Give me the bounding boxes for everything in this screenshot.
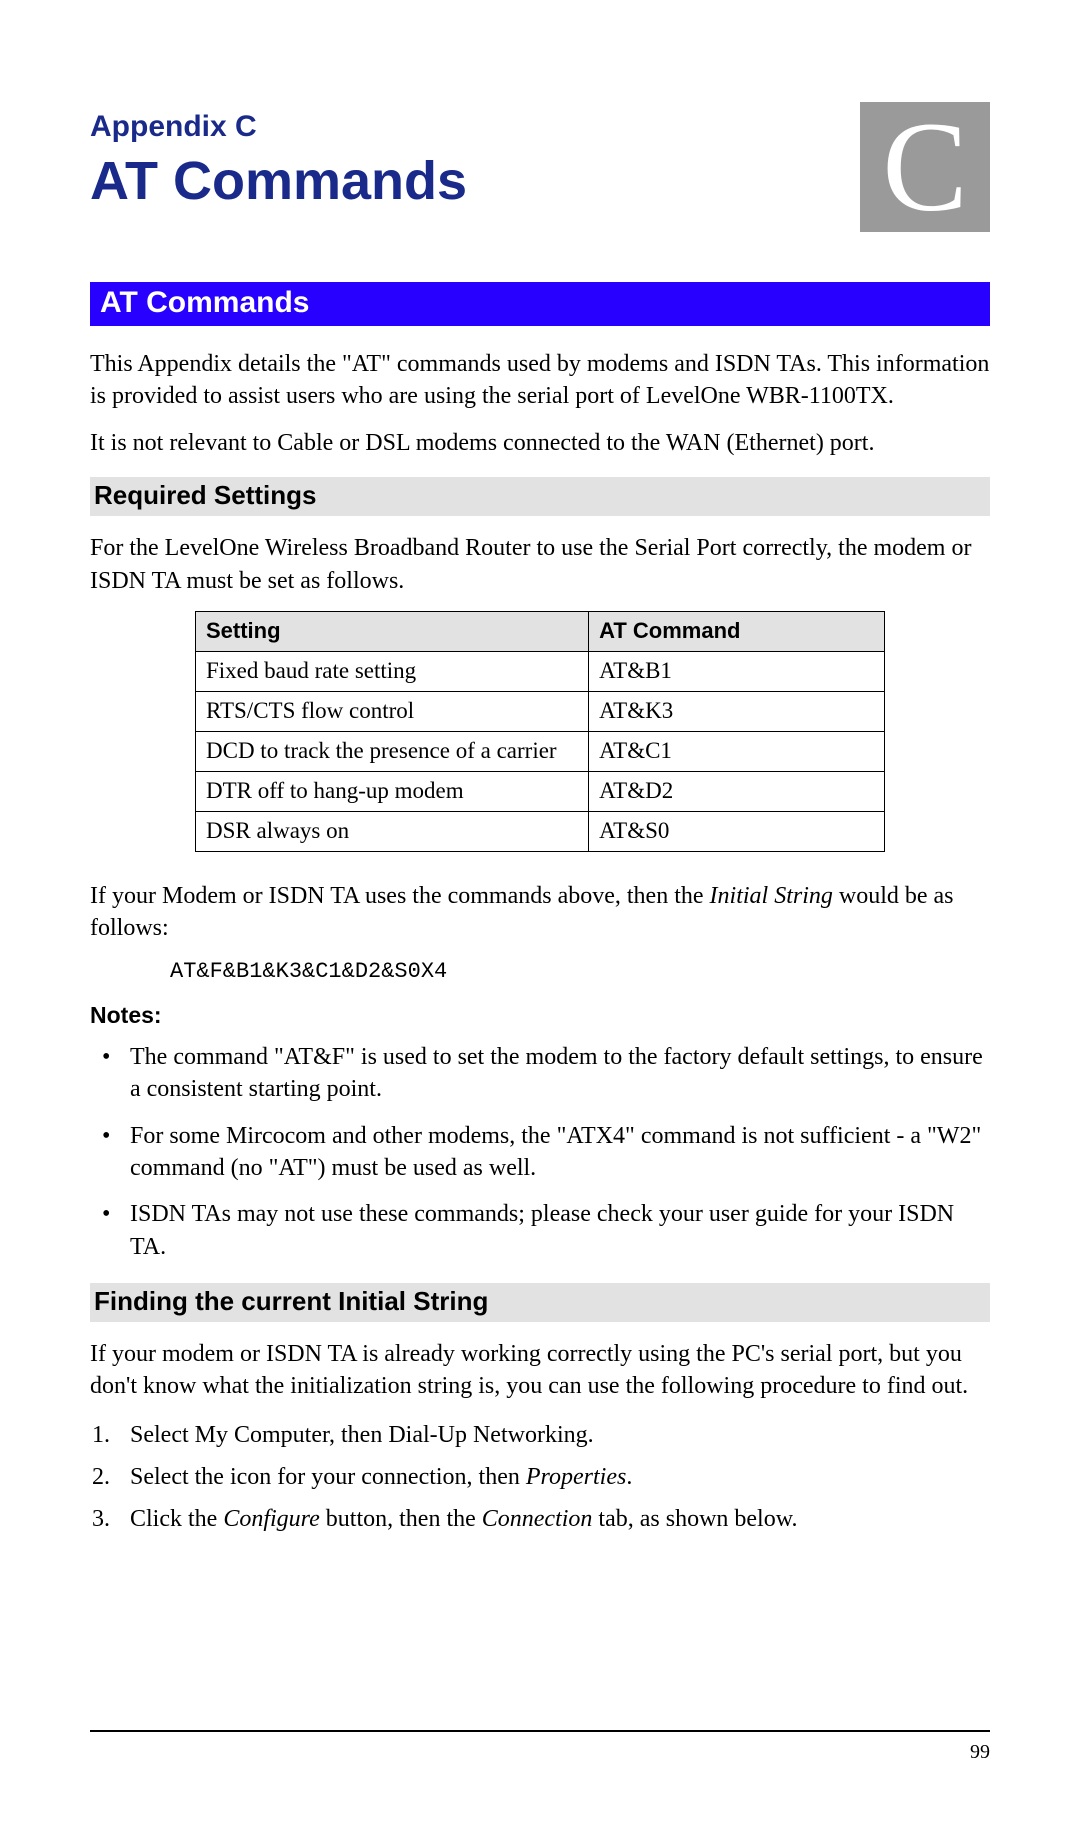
page: Appendix C AT Commands C AT Commands Thi… — [0, 0, 1080, 1822]
notes-item: ISDN TAs may not use these commands; ple… — [90, 1198, 990, 1263]
step-item: Select the icon for your connection, the… — [90, 1459, 990, 1495]
step-3-i2: Connection — [482, 1506, 593, 1532]
notes-list: The command "AT&F" is used to set the mo… — [90, 1041, 990, 1263]
table-header-row: Setting AT Command — [196, 611, 885, 651]
table-row: RTS/CTS flow control AT&K3 — [196, 691, 885, 731]
appendix-label: Appendix C — [90, 110, 990, 144]
step-3-post: tab, as shown below. — [592, 1506, 797, 1532]
after-table-text: If your Modem or ISDN TA uses the comman… — [90, 880, 990, 945]
footer-rule — [90, 1730, 990, 1732]
finding-intro: If your modem or ISDN TA is already work… — [90, 1338, 990, 1403]
table-cell-command: AT&B1 — [589, 651, 885, 691]
table-row: Fixed baud rate setting AT&B1 — [196, 651, 885, 691]
table-row: DCD to track the presence of a carrier A… — [196, 731, 885, 771]
appendix-badge-letter: C — [882, 103, 967, 231]
table-cell-command: AT&C1 — [589, 731, 885, 771]
steps-list: Select My Computer, then Dial-Up Network… — [90, 1417, 990, 1537]
table-cell-command: AT&K3 — [589, 691, 885, 731]
page-title: AT Commands — [90, 150, 990, 212]
settings-table: Setting AT Command Fixed baud rate setti… — [195, 611, 885, 852]
step-item: Select My Computer, then Dial-Up Network… — [90, 1417, 990, 1453]
step-3-pre: Click the — [130, 1506, 223, 1532]
table-cell-setting: Fixed baud rate setting — [196, 651, 589, 691]
notes-item: For some Mircocom and other modems, the … — [90, 1120, 990, 1185]
notes-label: Notes: — [90, 1002, 990, 1029]
table-row: DTR off to hang-up modem AT&D2 — [196, 771, 885, 811]
appendix-badge: C — [860, 102, 990, 232]
notes-item: The command "AT&F" is used to set the mo… — [90, 1041, 990, 1106]
heading-required-settings: Required Settings — [90, 477, 990, 516]
heading-finding-string: Finding the current Initial String — [90, 1283, 990, 1322]
table-cell-setting: DCD to track the presence of a carrier — [196, 731, 589, 771]
table-cell-setting: RTS/CTS flow control — [196, 691, 589, 731]
table-cell-command: AT&D2 — [589, 771, 885, 811]
after-table-pre: If your Modem or ISDN TA uses the comman… — [90, 883, 710, 909]
table-cell-setting: DTR off to hang-up modem — [196, 771, 589, 811]
section-bar-at-commands: AT Commands — [90, 282, 990, 326]
page-number: 99 — [970, 1741, 990, 1764]
after-table-italic: Initial String — [710, 883, 833, 909]
step-2-pre: Select the icon for your connection, the… — [130, 1464, 526, 1490]
header-block: Appendix C AT Commands C — [90, 110, 990, 212]
step-3-i1: Configure — [223, 1506, 319, 1532]
step-3-mid: button, then the — [320, 1506, 482, 1532]
step-2-italic: Properties — [526, 1464, 626, 1490]
intro-paragraph-2: It is not relevant to Cable or DSL modem… — [90, 427, 990, 459]
table-row: DSR always on AT&S0 — [196, 811, 885, 851]
table-cell-setting: DSR always on — [196, 811, 589, 851]
step-item: Click the Configure button, then the Con… — [90, 1501, 990, 1537]
table-cell-command: AT&S0 — [589, 811, 885, 851]
initial-string-code: AT&F&B1&K3&C1&D2&S0X4 — [170, 959, 990, 984]
intro-paragraph-1: This Appendix details the "AT" commands … — [90, 348, 990, 413]
step-2-post: . — [626, 1464, 632, 1490]
table-header-setting: Setting — [196, 611, 589, 651]
table-header-command: AT Command — [589, 611, 885, 651]
required-intro: For the LevelOne Wireless Broadband Rout… — [90, 532, 990, 597]
